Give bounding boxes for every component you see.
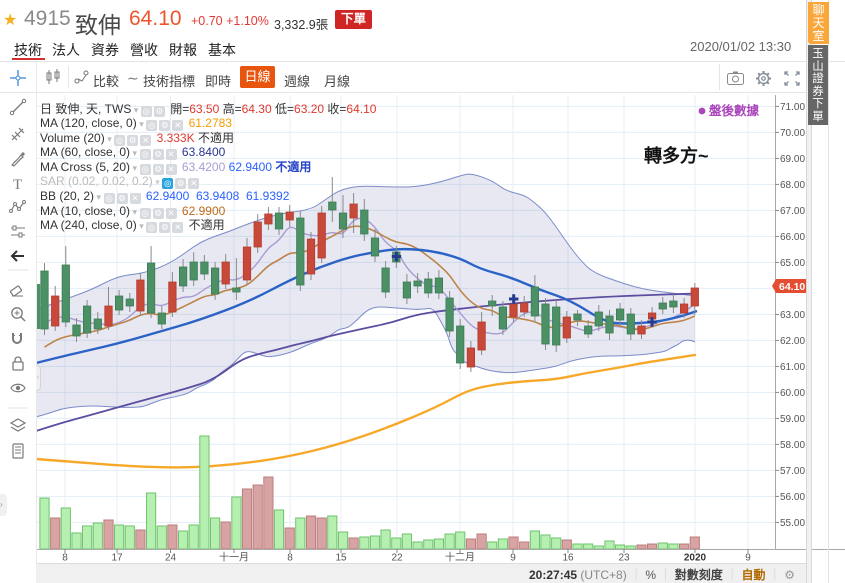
svg-text:63.00: 63.00 (780, 310, 805, 321)
svg-text:56.00: 56.00 (780, 492, 805, 503)
svg-text:67.00: 67.00 (780, 206, 805, 217)
svg-text:59.00: 59.00 (780, 414, 805, 425)
svg-text:16: 16 (562, 553, 574, 564)
svg-text:66.00: 66.00 (780, 232, 805, 243)
svg-text:15: 15 (335, 553, 347, 564)
svg-text:十二月: 十二月 (445, 551, 475, 564)
svg-text:69.00: 69.00 (780, 154, 805, 165)
svg-text:22: 22 (391, 553, 403, 564)
svg-text:2020: 2020 (684, 553, 707, 564)
svg-text:65.00: 65.00 (780, 258, 805, 269)
svg-text:T: T (13, 177, 22, 193)
svg-text:64.10: 64.10 (779, 281, 805, 293)
svg-text:70.00: 70.00 (780, 128, 805, 139)
svg-text:9: 9 (510, 553, 516, 564)
svg-text:9: 9 (745, 553, 751, 564)
svg-text:23: 23 (618, 553, 630, 564)
svg-text:十一月: 十一月 (219, 551, 249, 564)
svg-text:8: 8 (287, 553, 293, 564)
svg-text:58.00: 58.00 (780, 440, 805, 451)
svg-text:盤後數據: 盤後數據 (709, 103, 760, 118)
svg-text:71.00: 71.00 (780, 102, 805, 113)
svg-text:8: 8 (62, 553, 68, 564)
svg-text:61.00: 61.00 (780, 362, 805, 373)
svg-text:24: 24 (165, 553, 177, 564)
svg-text:60.00: 60.00 (780, 388, 805, 399)
svg-text:57.00: 57.00 (780, 466, 805, 477)
svg-text:轉多方~: 轉多方~ (644, 145, 709, 166)
svg-text:68.00: 68.00 (780, 180, 805, 191)
svg-text:55.00: 55.00 (780, 518, 805, 529)
svg-text:17: 17 (111, 553, 123, 564)
svg-text:62.00: 62.00 (780, 336, 805, 347)
